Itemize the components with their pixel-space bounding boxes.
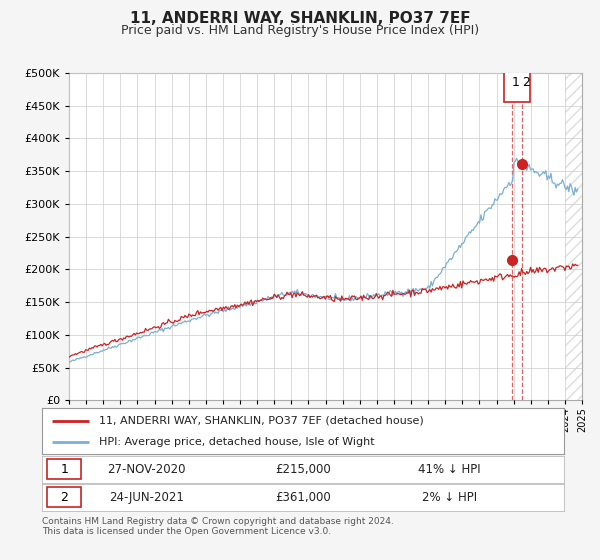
FancyBboxPatch shape	[47, 487, 81, 507]
Bar	[565, 73, 582, 400]
FancyBboxPatch shape	[47, 459, 81, 479]
Text: HPI: Average price, detached house, Isle of Wight: HPI: Average price, detached house, Isle…	[100, 437, 375, 447]
Text: 2: 2	[523, 76, 530, 89]
Text: 41% ↓ HPI: 41% ↓ HPI	[418, 463, 481, 476]
Text: 1: 1	[511, 76, 519, 89]
Text: 27-NOV-2020: 27-NOV-2020	[107, 463, 185, 476]
Text: 24-JUN-2021: 24-JUN-2021	[109, 491, 184, 504]
Text: 11, ANDERRI WAY, SHANKLIN, PO37 7EF (detached house): 11, ANDERRI WAY, SHANKLIN, PO37 7EF (det…	[100, 416, 424, 426]
Text: 1: 1	[61, 463, 68, 476]
Text: 2: 2	[61, 491, 68, 504]
Text: Price paid vs. HM Land Registry's House Price Index (HPI): Price paid vs. HM Land Registry's House …	[121, 24, 479, 37]
Text: Contains HM Land Registry data © Crown copyright and database right 2024.
This d: Contains HM Land Registry data © Crown c…	[42, 517, 394, 536]
Text: 2% ↓ HPI: 2% ↓ HPI	[422, 491, 477, 504]
Text: £361,000: £361,000	[275, 491, 331, 504]
Bar	[565, 73, 582, 400]
Text: 11, ANDERRI WAY, SHANKLIN, PO37 7EF: 11, ANDERRI WAY, SHANKLIN, PO37 7EF	[130, 11, 470, 26]
FancyBboxPatch shape	[504, 63, 530, 102]
Text: £215,000: £215,000	[275, 463, 331, 476]
